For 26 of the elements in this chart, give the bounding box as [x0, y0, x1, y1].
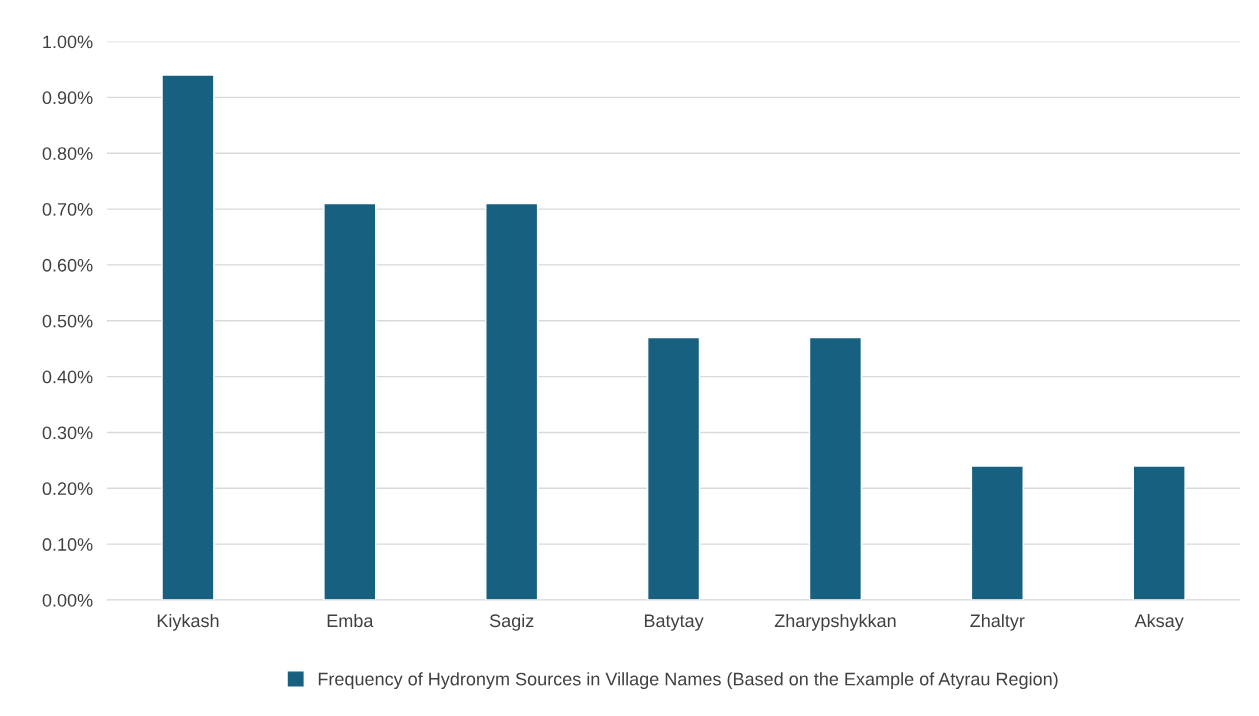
- y-tick-label: 0.30%: [42, 426, 93, 440]
- bar: [323, 202, 377, 601]
- y-tick-label: 1.00%: [43, 35, 93, 49]
- bar: [970, 465, 1024, 601]
- bar: [485, 202, 539, 601]
- x-tick-label: Emba: [327, 613, 374, 628]
- bar: [161, 74, 215, 601]
- y-tick-label: 0.90%: [42, 91, 93, 105]
- x-tick-label: Batytay: [644, 614, 704, 631]
- y-tick-label: 0.10%: [42, 538, 93, 551]
- bar: [1132, 465, 1186, 601]
- y-tick-label: 0.20%: [42, 482, 93, 496]
- bar: [646, 336, 701, 601]
- x-tick-label: Zharypshykkan: [774, 613, 896, 631]
- y-tick-label: 0.60%: [42, 258, 93, 272]
- y-tick-label: 0.00%: [42, 593, 93, 607]
- y-tick-label: 0.70%: [42, 203, 93, 216]
- x-tick-label: Kiykash: [157, 613, 219, 631]
- y-tick-label: 0.40%: [42, 370, 93, 384]
- y-tick-label: 0.80%: [42, 147, 93, 160]
- legend-label: Frequency of Hydronym Sources in Village Names (Based on the Example of Atyrau Region): [318, 672, 1058, 690]
- y-tick-label: 0.50%: [42, 314, 93, 328]
- bar: [808, 336, 863, 601]
- x-tick-label: Aksay: [1134, 613, 1184, 631]
- x-tick-label: Zhaltyr: [970, 613, 1025, 631]
- x-tick-label: Sagiz: [489, 613, 534, 631]
